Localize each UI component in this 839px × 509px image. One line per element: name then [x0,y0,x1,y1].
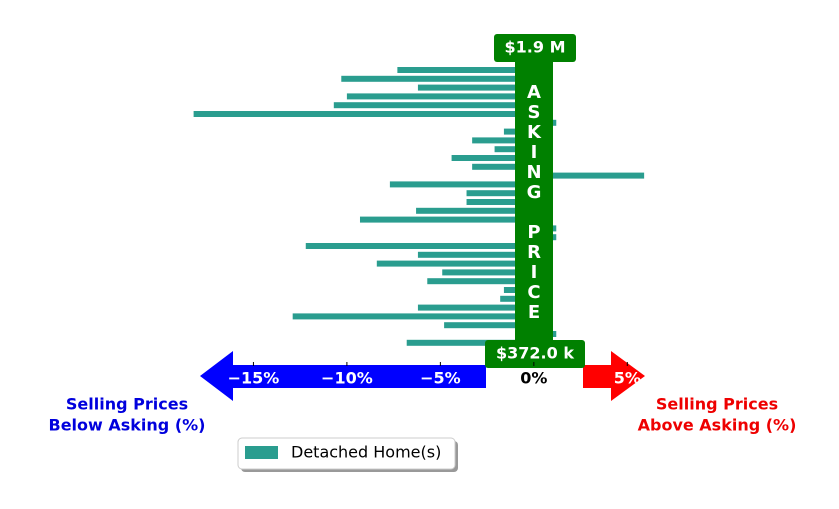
above-arrow [583,351,645,401]
bar [305,243,534,249]
bar [376,260,534,267]
bar [406,339,534,346]
bar [346,93,534,100]
x-tick-label: −15% [228,369,280,388]
right-label: Selling Prices [656,395,778,414]
legend [237,437,456,470]
bar [417,84,534,91]
bar [451,155,534,161]
bar [359,216,534,223]
bar [397,67,534,73]
asking-band [515,62,553,343]
bar [417,251,534,258]
min-price-box [485,340,585,368]
bar [466,199,534,205]
bar [444,322,534,329]
x-tick-label: −5% [420,369,461,388]
left-label: Below Asking (%) [49,416,206,435]
left-label: Selling Prices [66,395,188,414]
bar [466,190,534,197]
bar [389,181,534,188]
max-price-label: $1.9 M [505,38,566,57]
x-tick-label: 5% [614,369,641,388]
bar [341,75,534,82]
bar [292,313,534,320]
bar [472,163,534,170]
below-arrow [200,351,486,401]
bar [494,146,534,153]
bar [442,269,534,276]
bar [417,304,534,311]
legend-label: Detached Home(s) [291,443,441,462]
bar [193,111,534,117]
x-tick-label: 0% [520,369,547,388]
bar [533,172,645,179]
x-tick-label: −10% [321,369,373,388]
right-label: Above Asking (%) [638,416,797,435]
legend-swatch [245,446,278,459]
min-price-label: $372.0 k [496,344,574,363]
bar [333,102,534,109]
bar [472,137,534,144]
bar [427,278,534,285]
bar [416,207,534,214]
max-price-box [494,34,576,62]
